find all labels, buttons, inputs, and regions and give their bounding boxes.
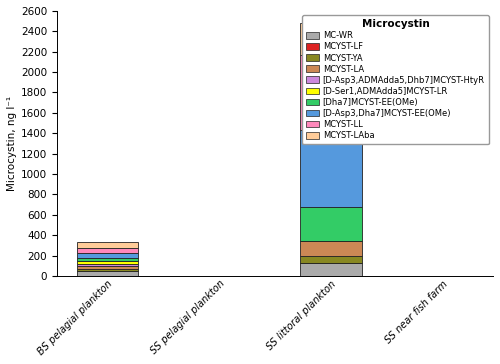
Legend: MC-WR, MCYST-LF, MCYST-YA, MCYST-LA, [D-Asp3,ADMAdda5,Dhb7]MCYST-HtyR, [D-Ser1,A: MC-WR, MCYST-LF, MCYST-YA, MCYST-LA, [D-… bbox=[302, 15, 489, 144]
Bar bbox=[300, 130, 362, 207]
Bar bbox=[77, 266, 138, 269]
Bar bbox=[77, 264, 138, 266]
Bar bbox=[300, 263, 362, 276]
Bar bbox=[77, 253, 138, 258]
Bar bbox=[77, 242, 138, 248]
Bar bbox=[300, 23, 362, 55]
Bar bbox=[300, 207, 362, 241]
Bar bbox=[300, 241, 362, 256]
Bar bbox=[77, 269, 138, 270]
Bar bbox=[77, 261, 138, 264]
Y-axis label: Microcystin, ng l⁻¹: Microcystin, ng l⁻¹ bbox=[7, 96, 17, 191]
Bar bbox=[77, 248, 138, 253]
Bar bbox=[77, 270, 138, 272]
Bar bbox=[77, 258, 138, 261]
Bar bbox=[77, 272, 138, 276]
Bar bbox=[300, 256, 362, 263]
Bar bbox=[300, 55, 362, 130]
